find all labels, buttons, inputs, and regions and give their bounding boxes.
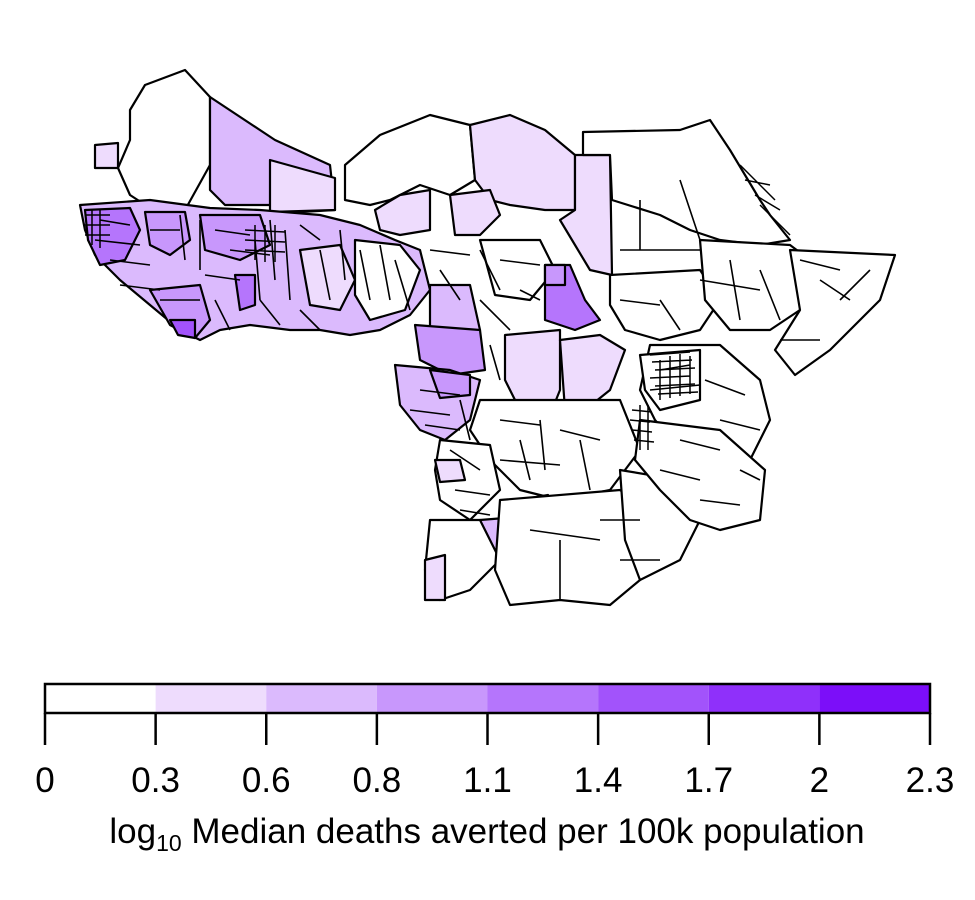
admin-lines-west [94,214,411,331]
admin-lines-east [619,179,871,506]
region-niger-central [373,188,432,237]
region-mali-central [268,158,337,214]
legend-bin-0 [45,684,156,713]
legend-title: log10 Median deaths averted per 100k pop… [109,812,864,856]
legend-bin-4 [487,684,599,713]
region-chad-south [478,238,557,302]
region-cameroon-central [413,323,487,377]
legend-ticks [43,713,932,745]
region-niger-east [448,188,502,237]
region-ivory-coast-sw [168,318,197,340]
region-angola-coast [433,458,467,484]
legend-tick-label-5: 1.4 [574,761,623,800]
region-namibia-strip [423,553,447,602]
legend-bin-3 [376,684,488,713]
legend-bins [45,684,930,713]
dense-districts-cluster [85,164,791,450]
region-mali-south [143,210,192,257]
admin-lines-central [409,249,660,600]
legend-tick-label-3: 0.8 [353,761,402,800]
legend-title-log: log [109,812,156,851]
choropleth-map [78,68,897,607]
legend-bin-6 [708,684,820,713]
region-somalia [773,248,897,377]
legend-bin-5 [598,684,709,713]
legend-bin-7 [819,684,930,713]
region-west-sahel [93,141,120,170]
legend-tick-label-2: 0.6 [242,761,291,800]
region-congo-coast [428,368,472,400]
legend-tick-label-8: 2.3 [906,761,955,800]
legend-tick-label-0: 0 [35,761,54,800]
legend-bin-1 [155,684,267,713]
legend-tick-label-4: 1.1 [463,761,512,800]
legend-title-rest: Median deaths averted per 100k populatio… [182,812,865,851]
legend-title-subscript: 10 [156,830,182,856]
region-tanzania [633,418,767,532]
region-car-dot [543,263,567,287]
legend-tick-label-1: 0.3 [131,761,180,800]
region-nigeria-west [298,243,357,312]
region-nigeria-east [353,238,422,322]
legend-tick-labels: 0 0.3 0.6 0.8 1.1 1.4 1.7 2 2.3 [35,761,954,800]
legend-tick-label-6: 1.7 [684,761,733,800]
legend-tick-label-7: 2 [810,761,829,800]
legend-bin-2 [266,684,377,713]
region-senegal-guinea [83,206,142,267]
region-ghana-central [233,273,257,312]
region-sudan-north [581,118,792,247]
